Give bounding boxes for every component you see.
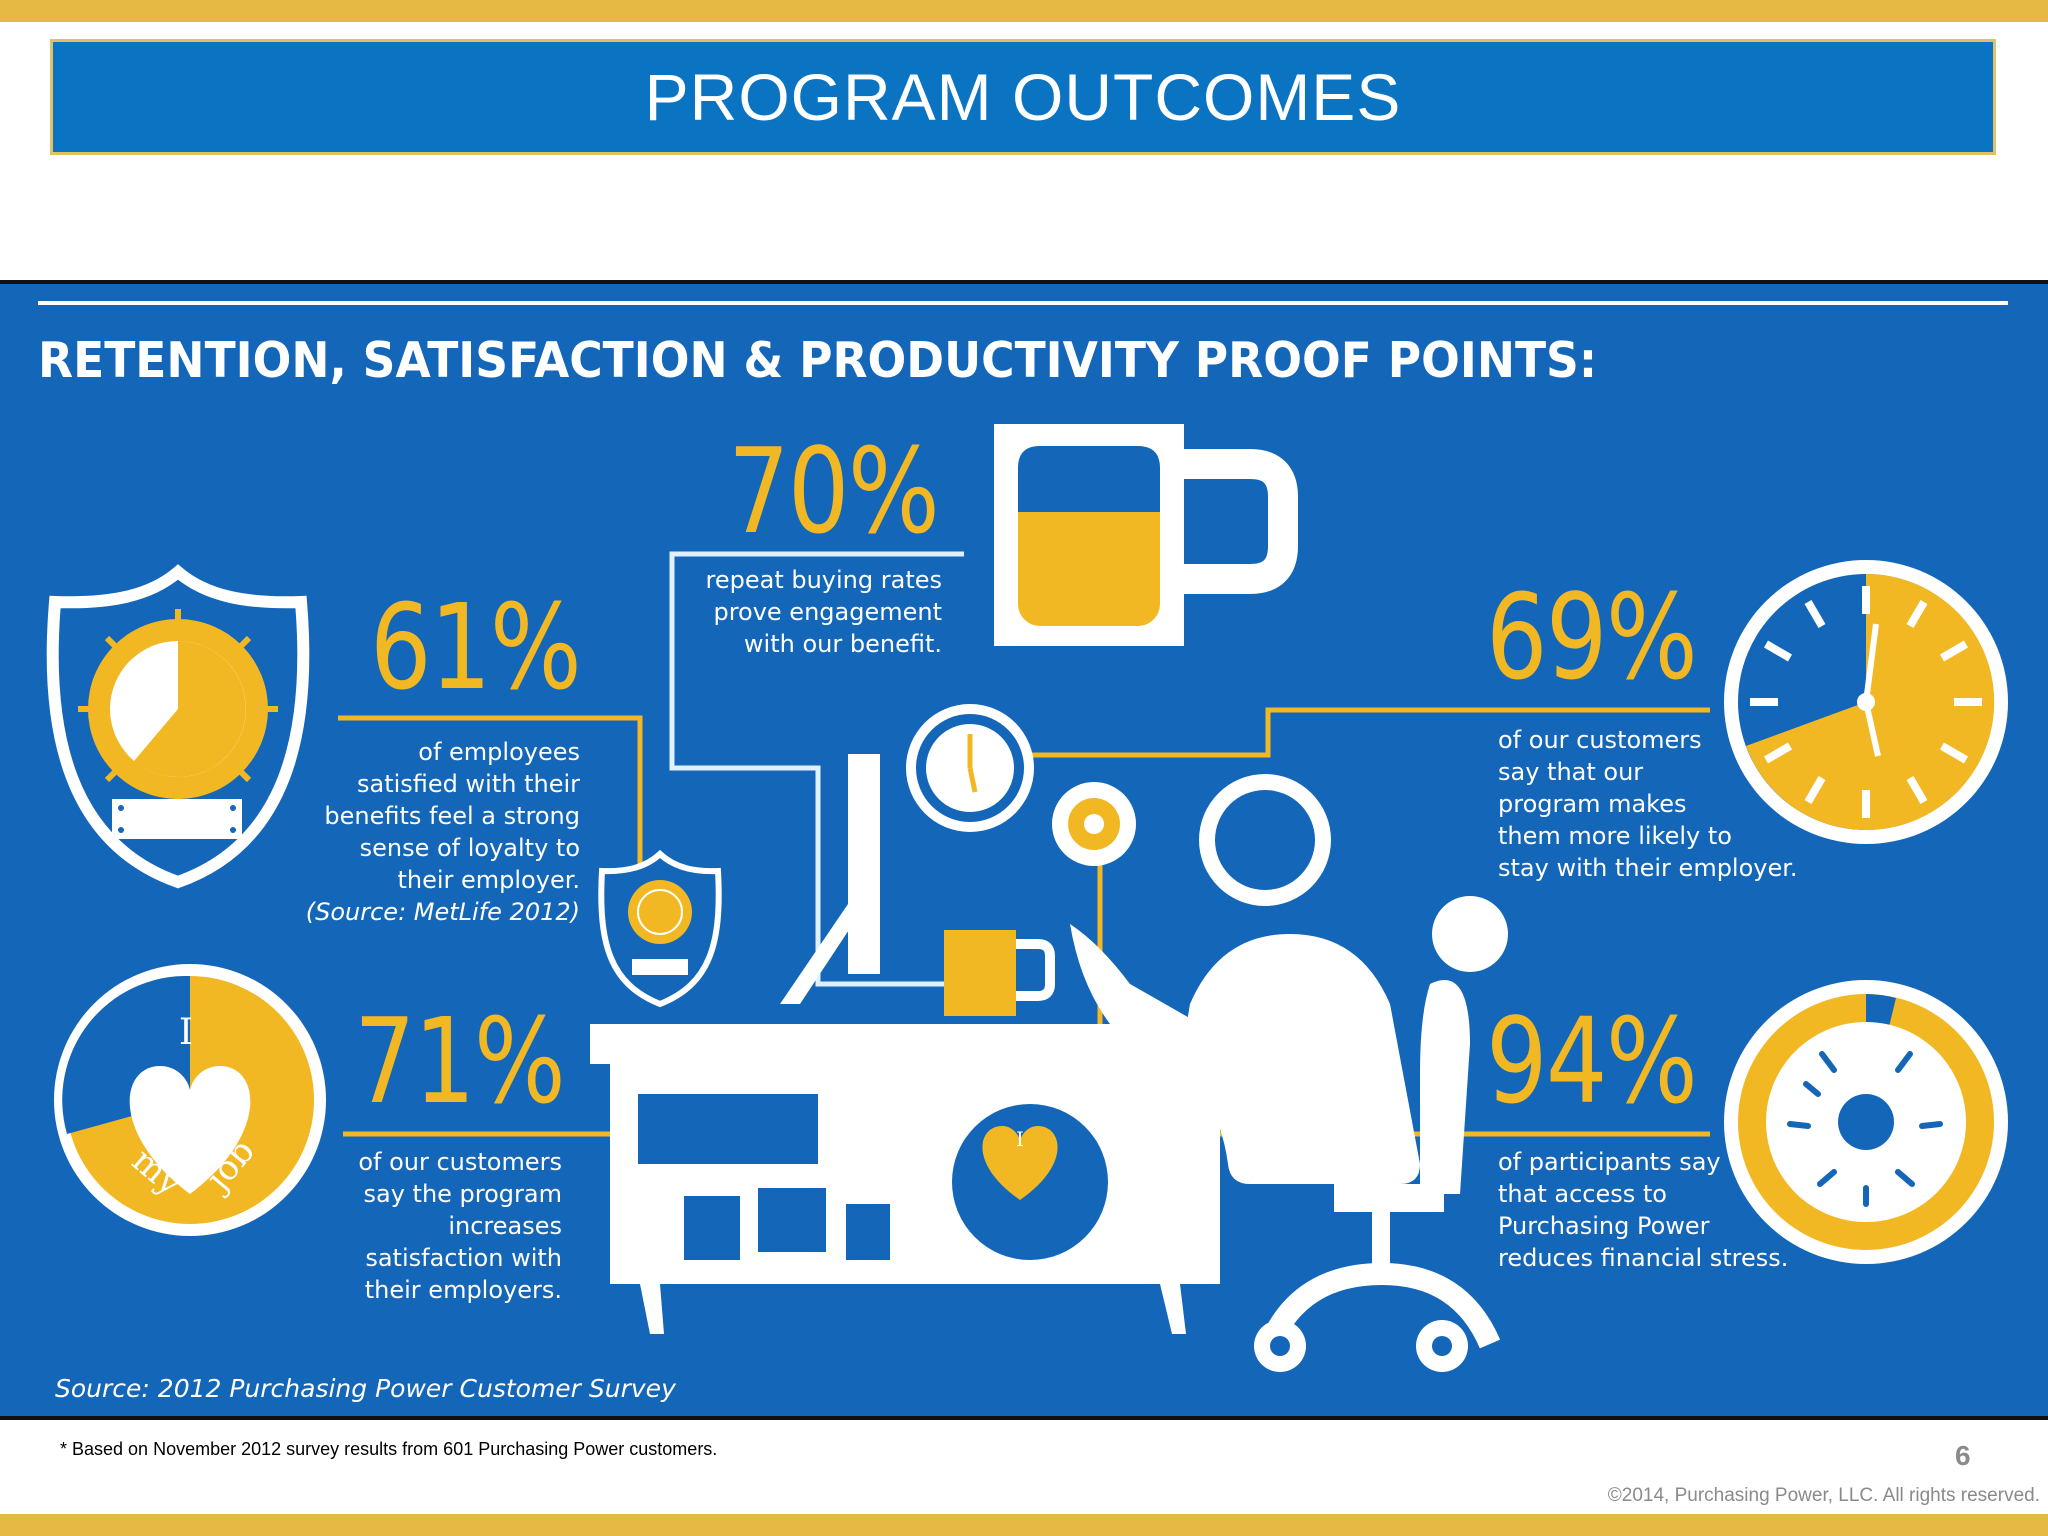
stat-94-text: of participants say that access to Purch… <box>1498 1148 1789 1272</box>
desk-heart-badge-icon: I <box>944 1096 1116 1268</box>
stat-70-text: repeat buying rates prove engagement wit… <box>705 566 943 658</box>
infographic-heading: RETENTION, SATISFACTION & PRODUCTIVITY P… <box>38 332 1598 389</box>
infographic-illustration: I my job <box>38 301 2008 1372</box>
donut-icon <box>1724 980 2008 1264</box>
page-number: 6 <box>1955 1440 1971 1471</box>
slide-title: PROGRAM OUTCOMES <box>644 60 1402 134</box>
person-figure-icon <box>1052 774 1420 1184</box>
svg-text:I: I <box>1016 1127 1024 1151</box>
stat-70-value: 70% <box>728 422 940 560</box>
stat-61-source: (Source: MetLife 2012) <box>305 898 580 926</box>
infographic-panel: I my job <box>0 280 2048 1420</box>
stat-69-text: of our customers say that our program ma… <box>1498 726 1798 882</box>
clock-icon <box>1724 560 2008 844</box>
heart-badge-icon: I my job <box>54 964 326 1236</box>
stat-61-text: of employees satisfied with their benefi… <box>324 738 580 894</box>
small-shield-icon <box>598 849 722 1008</box>
computer-monitor-icon <box>780 754 880 1004</box>
stat-94-value: 94% <box>1486 992 1698 1130</box>
stat-71-value: 71% <box>354 992 566 1130</box>
svg-text:I: I <box>179 1012 193 1053</box>
stat-69-value: 69% <box>1486 568 1698 706</box>
stat-61-value: 61% <box>370 578 582 716</box>
top-accent-bar <box>0 0 2048 22</box>
desk-mug-icon <box>944 930 1016 1016</box>
copyright: ©2014, Purchasing Power, LLC. All rights… <box>1607 1485 2040 1506</box>
mug-icon <box>994 424 1298 646</box>
survey-source: Source: 2012 Purchasing Power Customer S… <box>55 1374 676 1403</box>
title-banner: PROGRAM OUTCOMES <box>50 39 1996 155</box>
shield-badge-icon <box>46 564 310 889</box>
office-chair-icon <box>1254 896 1508 1372</box>
stat-71-text: of our customers say the program increas… <box>358 1148 562 1304</box>
wall-clock-icon <box>906 704 1034 832</box>
desk-icon <box>590 1024 1236 1334</box>
bottom-accent-bar <box>0 1514 2048 1536</box>
footnote: * Based on November 2012 survey results … <box>60 1439 718 1459</box>
